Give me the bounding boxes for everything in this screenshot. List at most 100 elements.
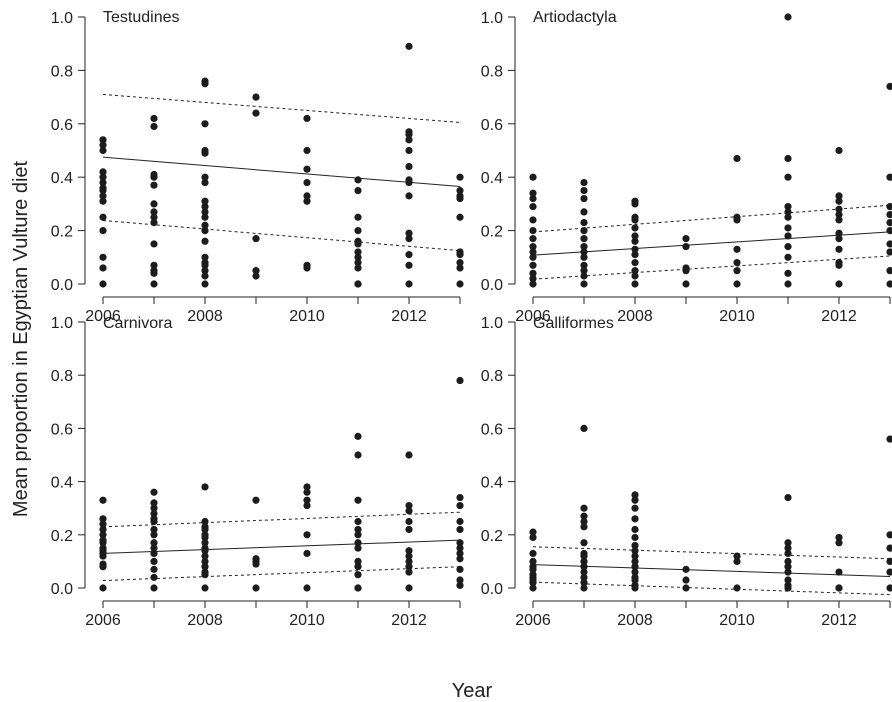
data-point — [150, 544, 158, 552]
data-point — [150, 499, 158, 507]
data-point — [99, 192, 107, 200]
data-point — [456, 173, 464, 181]
data-point — [201, 483, 209, 491]
data-point — [150, 488, 158, 496]
data-point — [405, 229, 413, 237]
x-tick-label: 2010 — [719, 612, 755, 629]
data-point — [529, 565, 537, 573]
data-point — [303, 146, 311, 155]
data-point — [580, 563, 588, 571]
data-point — [405, 42, 413, 50]
data-point — [580, 218, 588, 227]
data-point — [252, 267, 260, 275]
data-point — [405, 584, 413, 592]
x-tick-label: 2010 — [719, 308, 755, 325]
data-point — [580, 235, 588, 243]
y-tick-label: 0.2 — [481, 224, 503, 241]
data-point — [784, 202, 792, 211]
data-point — [354, 259, 362, 267]
data-point — [354, 213, 362, 221]
data-point — [682, 584, 690, 592]
data-point — [529, 235, 537, 243]
data-point — [201, 517, 209, 526]
data-point — [580, 579, 588, 587]
data-point — [303, 114, 311, 123]
data-point — [580, 267, 588, 275]
data-point — [201, 539, 209, 547]
x-tick-label: 2012 — [391, 308, 427, 325]
data-point — [631, 525, 639, 534]
data-point — [784, 539, 792, 547]
data-point — [201, 272, 209, 280]
data-point — [354, 531, 362, 539]
data-point — [784, 576, 792, 584]
data-point — [835, 584, 843, 592]
y-tick-label: 0.8 — [481, 63, 503, 80]
x-tick-label: 2008 — [187, 308, 223, 325]
data-point — [580, 424, 588, 432]
data-point — [456, 213, 464, 221]
data-point — [201, 261, 209, 269]
panel-artiodactyla: Artiodactyla 0.0 0.2 0.4 0.6 0.8 1.0 2006 2008 2… — [481, 9, 892, 325]
data-point — [405, 261, 413, 269]
data-point — [303, 501, 311, 510]
data-point — [354, 240, 362, 248]
data-point — [835, 205, 843, 213]
data-point — [580, 178, 588, 187]
data-point — [99, 525, 107, 534]
data-point — [886, 248, 892, 256]
data-point — [405, 517, 413, 526]
data-point — [529, 579, 537, 587]
data-point — [405, 280, 413, 288]
y-tick-label: 0.2 — [51, 528, 73, 545]
data-point — [303, 549, 311, 558]
data-point — [201, 80, 209, 88]
panel-title: Testudines — [103, 9, 180, 26]
data-point — [580, 272, 588, 280]
regression-line — [532, 564, 891, 578]
data-point — [631, 552, 639, 560]
data-point — [303, 531, 311, 539]
data-point — [201, 227, 209, 235]
data-point — [580, 253, 588, 261]
data-point — [456, 565, 464, 573]
data-point — [835, 245, 843, 253]
data-point — [150, 549, 158, 558]
data-point — [252, 93, 260, 101]
data-point — [580, 539, 588, 547]
y-tick-label: 0.4 — [481, 475, 503, 492]
data-point — [252, 560, 260, 568]
data-point — [456, 186, 464, 195]
y-tick-label: 0.0 — [481, 277, 503, 294]
x-tick-label: 2008 — [187, 612, 223, 629]
data-point — [784, 173, 792, 181]
data-point — [201, 221, 209, 229]
data-point — [405, 547, 413, 555]
data-point — [456, 264, 464, 272]
data-point — [886, 267, 892, 275]
data-point — [456, 549, 464, 558]
data-point — [631, 272, 639, 280]
data-point — [580, 512, 588, 520]
data-point — [682, 243, 690, 251]
data-point — [201, 525, 209, 534]
data-point — [150, 565, 158, 573]
data-point — [835, 235, 843, 243]
data-point — [784, 154, 792, 163]
data-point — [201, 213, 209, 221]
data-point — [201, 237, 209, 245]
data-point — [405, 501, 413, 510]
x-tick-label: 2008 — [617, 308, 653, 325]
y-axis-title: Mean proportion in Egyptian Vulture diet — [10, 160, 32, 517]
y-tick-label: 1.0 — [481, 315, 503, 332]
data-point — [733, 584, 741, 592]
data-point — [201, 267, 209, 275]
data-point — [886, 240, 892, 248]
x-axis-title: Year — [452, 680, 493, 702]
data-point — [405, 251, 413, 259]
regression-line — [102, 539, 461, 554]
data-point — [886, 202, 892, 211]
data-point — [303, 496, 311, 504]
data-point — [303, 197, 311, 205]
data-point — [99, 539, 107, 547]
